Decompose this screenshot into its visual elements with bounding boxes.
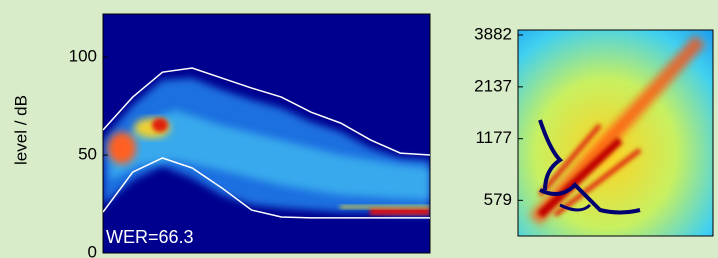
y-tick-label: 50 [78,145,97,164]
y-tick-label: 100 [69,47,97,66]
y-tick-label: 3882 [474,24,512,43]
annotation: WER=66.3 [106,227,194,247]
y-tick-label: 579 [484,190,512,209]
y-tick-label: 2137 [474,76,512,95]
figure: level / dB WER=66.3 0 50 100 579 1177 2137 388… [0,0,718,258]
y-axis-label: level / dB [11,95,30,165]
y-tick-label: 1177 [475,128,512,147]
page: level / dB WER=66.3 0 50 100 579 1177 2137 388… [0,0,718,258]
y-tick-label: 0 [88,242,97,258]
right-heatmap [518,30,713,236]
left-heatmap [103,14,430,253]
